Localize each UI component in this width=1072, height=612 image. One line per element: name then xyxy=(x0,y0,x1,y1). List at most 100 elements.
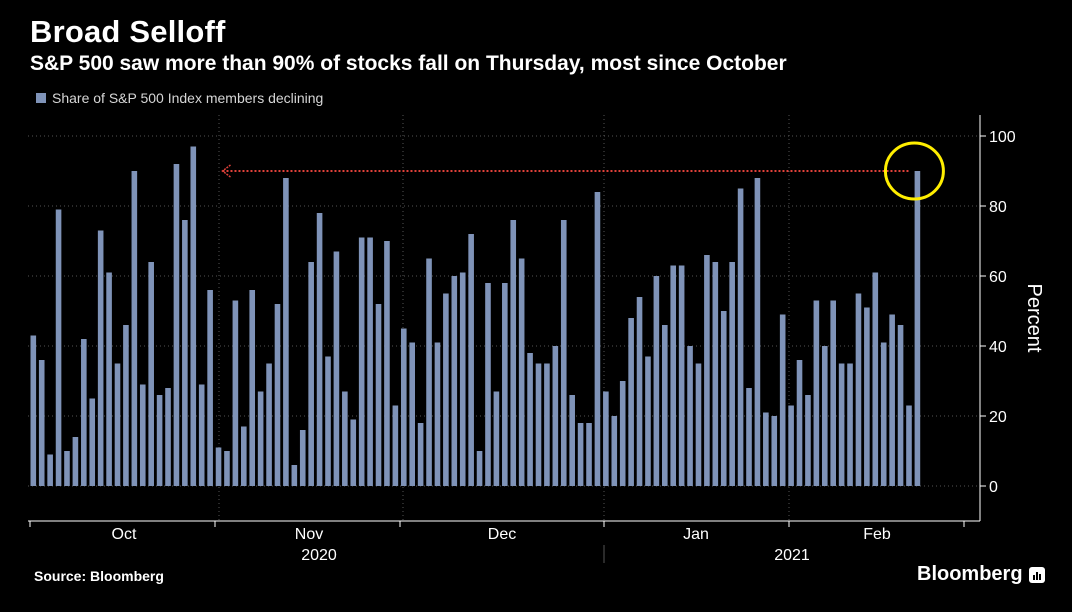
bar-10 xyxy=(114,363,121,486)
y-axis-label: Percent xyxy=(1023,284,1045,353)
bar-101 xyxy=(880,342,887,486)
bar-95 xyxy=(830,300,836,486)
bar-103 xyxy=(897,325,904,486)
bar-35 xyxy=(325,356,331,486)
bar-67 xyxy=(594,192,601,486)
bar-86 xyxy=(754,178,761,486)
bar-89 xyxy=(779,314,786,486)
bar-7 xyxy=(89,398,96,486)
bar-99 xyxy=(864,307,870,486)
y-tick-label-0: 0 xyxy=(989,479,998,496)
bar-73 xyxy=(645,356,651,486)
bar-30 xyxy=(283,178,289,486)
bar-40 xyxy=(367,237,373,486)
bar-94 xyxy=(821,346,828,486)
month-label-2: Dec xyxy=(488,526,516,543)
bar-78 xyxy=(687,346,693,486)
bar-46 xyxy=(417,423,424,486)
bar-82 xyxy=(720,311,727,486)
chart-subtitle: S&P 500 saw more than 90% of stocks fall… xyxy=(30,52,787,75)
bar-96 xyxy=(838,363,845,486)
bar-62 xyxy=(552,346,559,486)
bar-64 xyxy=(569,395,575,486)
bar-3 xyxy=(55,209,62,486)
legend: Share of S&P 500 Index members declining xyxy=(36,90,323,106)
bar-29 xyxy=(274,304,281,486)
bar-26 xyxy=(249,290,256,486)
legend-label: Share of S&P 500 Index members declining xyxy=(52,90,324,106)
year-label-0: 2020 xyxy=(301,547,337,564)
bar-60 xyxy=(535,363,542,486)
bar-72 xyxy=(636,297,643,486)
bar-36 xyxy=(333,251,340,486)
annotation-arrow-head xyxy=(221,164,231,178)
bar-25 xyxy=(241,426,247,486)
bar-11 xyxy=(123,325,129,486)
bar-105 xyxy=(914,171,921,486)
bar-4 xyxy=(64,451,70,486)
bar-54 xyxy=(485,283,491,486)
bar-20 xyxy=(198,384,205,486)
bar-51 xyxy=(459,272,466,486)
brand-logo: Bloomberg xyxy=(917,563,1045,586)
bar-49 xyxy=(443,293,449,486)
bar-77 xyxy=(678,265,685,486)
bar-70 xyxy=(619,381,626,486)
bar-19 xyxy=(190,146,197,486)
y-tick-label-4: 80 xyxy=(989,199,1007,216)
bar-75 xyxy=(662,325,668,486)
bar-71 xyxy=(628,318,634,486)
bar-45 xyxy=(409,342,415,486)
bar-76 xyxy=(670,265,677,486)
bar-48 xyxy=(434,342,441,486)
bar-69 xyxy=(611,416,618,486)
bar-44 xyxy=(400,328,407,486)
bar-92 xyxy=(805,395,811,486)
bar-83 xyxy=(729,262,735,486)
bar-33 xyxy=(308,262,314,486)
bar-24 xyxy=(232,300,239,486)
bar-100 xyxy=(872,272,879,486)
bar-74 xyxy=(653,276,660,486)
bar-50 xyxy=(451,276,458,486)
bar-90 xyxy=(788,405,794,486)
bar-5 xyxy=(72,437,79,486)
bar-28 xyxy=(266,363,272,486)
bar-66 xyxy=(586,423,592,486)
bar-14 xyxy=(148,262,154,486)
bar-81 xyxy=(712,262,719,486)
bar-27 xyxy=(257,391,264,486)
bar-1 xyxy=(38,360,45,486)
highlight-circle xyxy=(883,141,945,201)
bar-85 xyxy=(746,388,752,486)
bar-97 xyxy=(847,363,853,486)
bar-2 xyxy=(47,454,53,486)
bar-58 xyxy=(518,258,525,486)
bar-79 xyxy=(695,363,702,486)
bar-56 xyxy=(502,283,508,486)
y-tick-label-3: 60 xyxy=(989,269,1007,286)
brand-name: Bloomberg xyxy=(917,563,1023,585)
bar-13 xyxy=(139,384,146,486)
bar-23 xyxy=(224,451,230,486)
bar-98 xyxy=(855,293,862,486)
bar-88 xyxy=(771,416,778,486)
bar-87 xyxy=(763,412,769,486)
bar-80 xyxy=(704,255,710,486)
y-tick-label-2: 40 xyxy=(989,339,1007,356)
bar-16 xyxy=(165,388,171,486)
bar-34 xyxy=(316,213,323,486)
bar-41 xyxy=(375,304,382,486)
legend-swatch xyxy=(36,93,46,103)
chart-title: Broad Selloff xyxy=(30,14,226,49)
bar-31 xyxy=(291,465,298,486)
bar-52 xyxy=(468,234,474,486)
year-label-1: 2021 xyxy=(774,547,810,564)
month-label-3: Jan xyxy=(683,526,709,543)
bar-38 xyxy=(350,419,357,486)
bar-65 xyxy=(577,423,584,486)
bloomberg-chart-icon xyxy=(1028,566,1045,583)
bar-12 xyxy=(131,171,138,486)
bar-18 xyxy=(182,220,188,486)
